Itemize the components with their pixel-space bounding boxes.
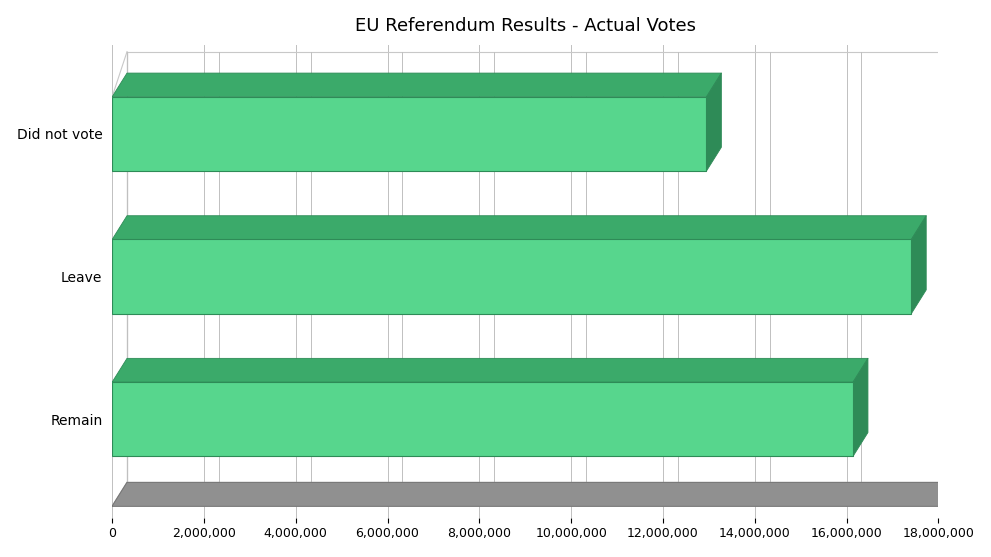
Bar: [112, 382, 853, 456]
Polygon shape: [112, 216, 927, 240]
Polygon shape: [112, 73, 721, 97]
Bar: [112, 97, 707, 171]
Polygon shape: [912, 216, 927, 314]
Polygon shape: [112, 482, 953, 506]
Polygon shape: [112, 358, 868, 382]
Bar: [112, 240, 912, 314]
Polygon shape: [707, 73, 721, 171]
Title: EU Referendum Results - Actual Votes: EU Referendum Results - Actual Votes: [355, 17, 696, 35]
Polygon shape: [853, 358, 868, 456]
